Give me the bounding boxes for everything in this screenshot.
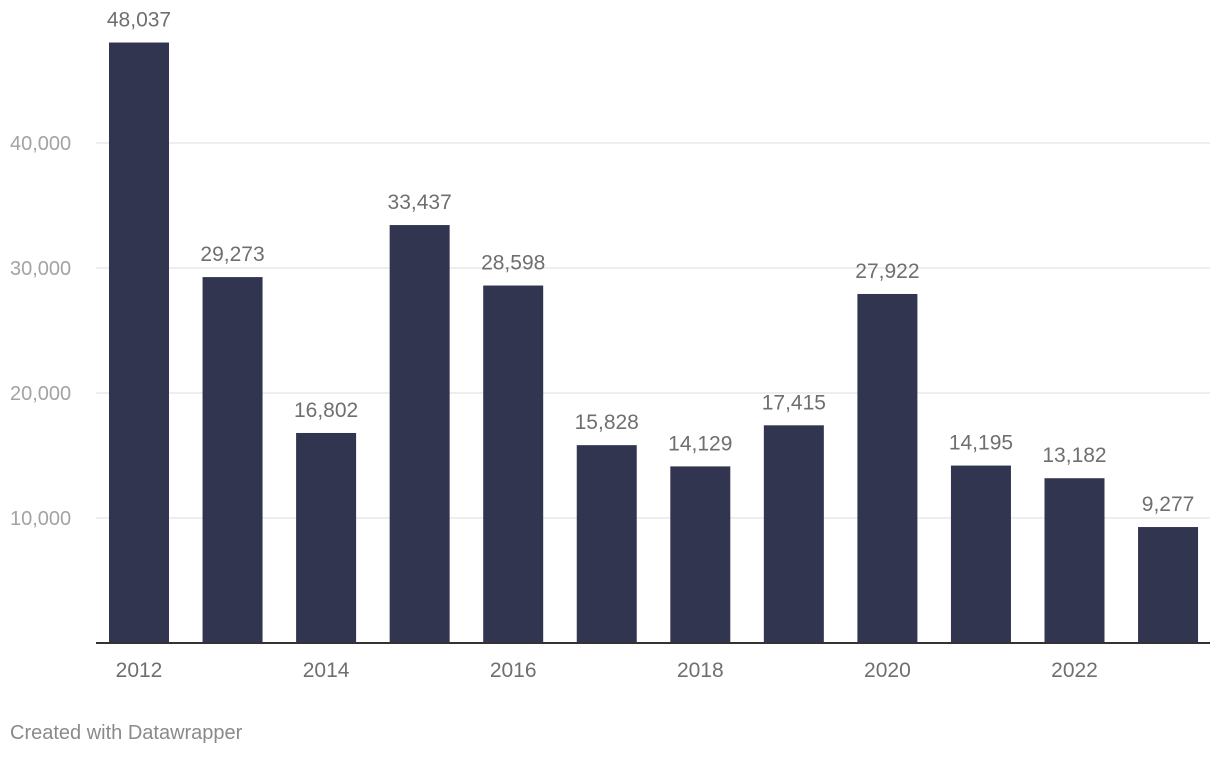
x-tick-label: 2016: [490, 659, 537, 682]
x-tick-label: 2014: [303, 659, 350, 682]
bar-2015: [389, 225, 450, 643]
value-label: 29,273: [200, 243, 264, 266]
y-axis-tick-labels: 10,000 20,000 30,000 40,000: [10, 133, 71, 530]
y-tick-label: 40,000: [10, 133, 71, 155]
bar-2016: [483, 285, 544, 643]
value-label: 27,922: [855, 260, 919, 283]
bar-2023: [1138, 527, 1199, 643]
y-tick-label: 20,000: [10, 383, 71, 405]
bar-2019: [763, 425, 824, 643]
datawrapper-credit: Created with Datawrapper: [10, 722, 243, 744]
value-label: 16,802: [294, 399, 358, 422]
gridlines: [96, 142, 1210, 519]
bar-2012: [109, 42, 169, 644]
bar-2018: [670, 466, 731, 643]
value-label: 17,415: [762, 391, 826, 414]
bar-2013: [202, 277, 263, 643]
x-tick-label: 2018: [677, 659, 724, 682]
y-tick-label: 30,000: [10, 258, 71, 280]
bar-2022: [1044, 478, 1105, 643]
bar-2020: [857, 293, 918, 643]
x-tick-label: 2020: [864, 659, 911, 682]
value-label: 9,277: [1142, 493, 1195, 516]
value-label: 33,437: [388, 191, 452, 214]
value-label: 28,598: [481, 252, 545, 275]
y-tick-label: 10,000: [10, 508, 71, 530]
value-label: 14,195: [949, 432, 1013, 455]
bars: [109, 42, 1199, 644]
bar-2021: [950, 465, 1011, 643]
bar-2014: [296, 432, 357, 643]
value-label: 48,037: [107, 9, 171, 32]
value-label: 14,129: [668, 432, 732, 455]
bar-chart: 10,000 20,000 30,000 40,000 48,037 29,273 16,…: [10, 9, 1210, 682]
bar-2017: [576, 445, 637, 643]
value-label: 15,828: [575, 411, 639, 434]
x-axis-tick-labels: 2012 2014 2016 2018 2020 2022: [116, 659, 1098, 682]
x-tick-label: 2012: [116, 659, 163, 682]
value-label: 13,182: [1042, 444, 1106, 467]
x-tick-label: 2022: [1051, 659, 1098, 682]
value-labels: 48,037 29,273 16,802 33,437 28,598 15,828 14,1…: [107, 9, 1194, 516]
